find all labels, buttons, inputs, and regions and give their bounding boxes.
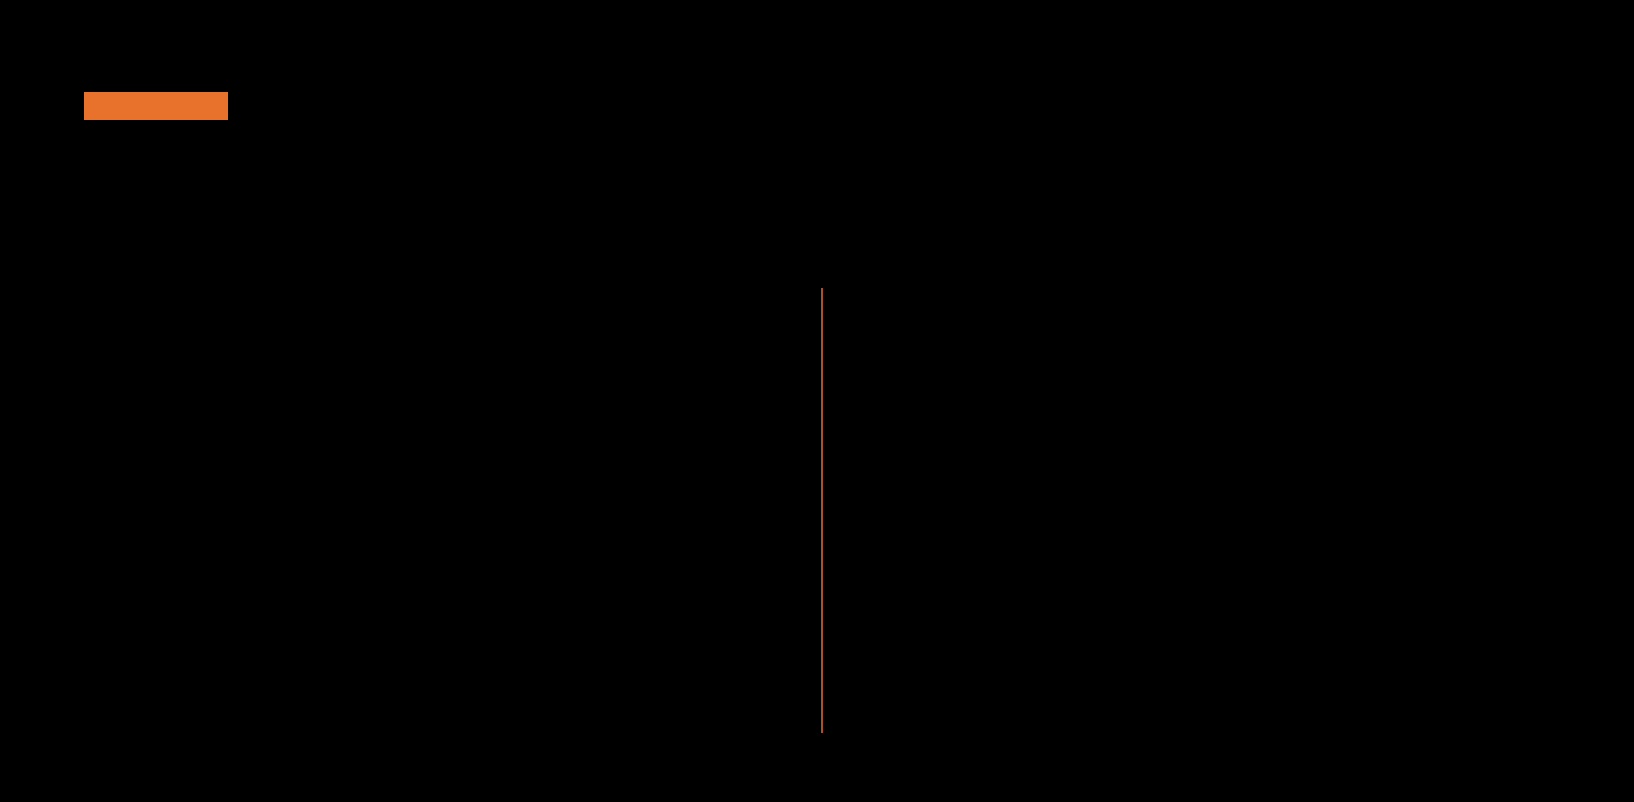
connection-lines xyxy=(0,186,760,802)
divider-line xyxy=(821,288,823,733)
platform-ring xyxy=(830,186,1590,802)
slide-title-block xyxy=(84,36,804,126)
title-accent-bar xyxy=(84,92,228,120)
diagram-point-to-point xyxy=(0,186,760,802)
diagram-industry-platform xyxy=(830,186,1590,802)
brand-logo xyxy=(1570,10,1634,200)
